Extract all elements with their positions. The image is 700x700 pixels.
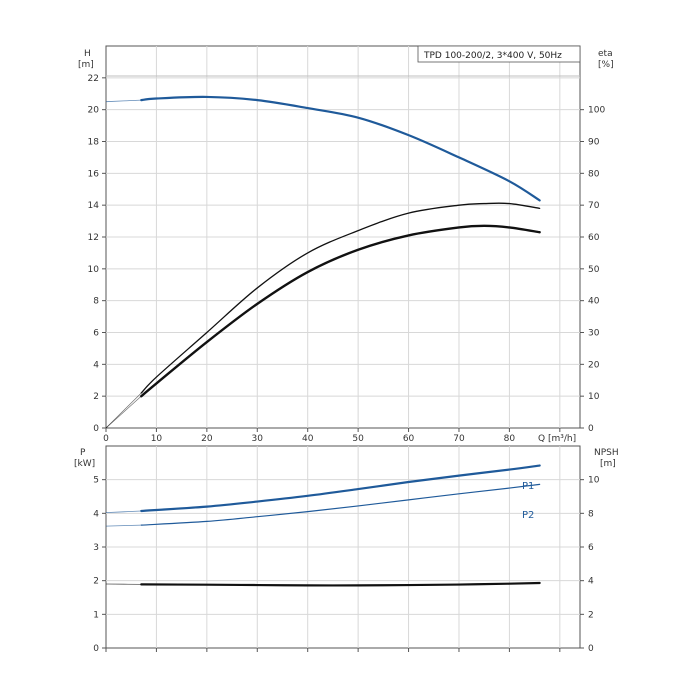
top-right-tick-label: 40: [588, 297, 600, 307]
legend-box: [417, 45, 581, 63]
bottom-ticks: 0 1 2 3 4 5 0 2 4 6 8 10: [93, 476, 599, 654]
top-right-tick-label: 50: [588, 265, 600, 275]
bottom-series-0-line: [140, 464, 541, 513]
bottom-right-tick-label: 10: [588, 476, 600, 486]
bottom-series: [105, 464, 541, 587]
head-efficiency-panel: 0 2 4 6 8 10 12 14 16 18 20 22 0 10 20 30 40 50 60 70 80 90 10…: [78, 45, 614, 444]
top-left-tick-label: 20: [88, 106, 100, 116]
top-x-tick-label: 0: [103, 434, 109, 444]
bottom-right-tick-label: 0: [588, 644, 594, 654]
bottom-left-tick-label: 3: [93, 543, 99, 553]
right-axis-unit-eta: [%]: [598, 60, 614, 70]
top-left-tick-label: 16: [88, 169, 100, 179]
top-x-tick-label: 10: [151, 434, 163, 444]
top-right-tick-label: 90: [588, 138, 600, 148]
bottom-left-tick-label: 2: [93, 577, 99, 587]
right-axis-label-npsh: NPSH: [594, 448, 619, 458]
bottom-right-tick-label: 8: [588, 509, 594, 519]
top-left-tick-label: 6: [93, 329, 99, 339]
left-axis-label-p: P: [80, 448, 86, 458]
right-axis-unit-npsh: [m]: [600, 459, 616, 469]
top-x-tick-label: 60: [403, 434, 415, 444]
top-right-tick-label: 60: [588, 233, 600, 243]
top-right-tick-label: 20: [588, 360, 600, 370]
bottom-right-tick-label: 2: [588, 610, 594, 620]
bottom-series-2-line: [140, 581, 541, 587]
x-axis-label: Q [m³/h]: [538, 434, 576, 444]
top-left-tick-label: 2: [93, 392, 99, 402]
top-right-tick-label: 10: [588, 392, 600, 402]
power-npsh-panel: 0 1 2 3 4 5 0 2 4 6 8 10 P [kW] NPSH [m] P1 P2: [74, 445, 619, 654]
bottom-left-tick-label: 0: [93, 644, 99, 654]
top-right-tick-label: 100: [588, 106, 605, 116]
bottom-series-1-leadin: [105, 524, 142, 527]
top-series-2-leadin: [105, 395, 142, 429]
series-label-p2: P2: [522, 510, 534, 521]
bottom-left-tick-label: 4: [93, 509, 99, 519]
left-axis-label-h: H: [84, 49, 91, 59]
top-right-tick-label: 70: [588, 201, 600, 211]
bottom-series-1-line: [140, 483, 541, 526]
right-axis-label-eta: eta: [598, 49, 613, 59]
top-left-tick-label: 0: [93, 424, 99, 434]
top-x-tick-label: 30: [252, 434, 264, 444]
top-x-tick-label: 50: [352, 434, 364, 444]
bottom-series-0-leadin: [105, 510, 142, 514]
bottom-left-tick-label: 5: [93, 476, 99, 486]
top-left-tick-label: 12: [88, 233, 99, 243]
series-label-p1: P1: [522, 481, 534, 492]
top-left-tick-label: 14: [88, 201, 100, 211]
bottom-right-tick-label: 6: [588, 543, 594, 553]
chart-title: TPD 100-200/2, 3*400 V, 50Hz: [423, 51, 562, 61]
top-left-tick-label: 22: [88, 74, 99, 84]
top-series-1-leadin: [105, 392, 142, 429]
top-series-2-line: [140, 224, 541, 398]
top-ticks: 0 2 4 6 8 10 12 14 16 18 20 22 0 10 20 30 40 50 60 70 80 90 10…: [88, 74, 606, 444]
top-right-tick-label: 80: [588, 169, 600, 179]
left-axis-unit-p: [kW]: [74, 459, 95, 469]
bottom-right-tick-label: 4: [588, 577, 594, 587]
left-axis-unit-h: [m]: [78, 60, 94, 70]
bottom-left-tick-label: 1: [93, 610, 99, 620]
top-left-tick-label: 4: [93, 360, 99, 370]
top-series: [105, 95, 541, 429]
top-left-tick-label: 10: [88, 265, 100, 275]
top-left-tick-label: 8: [93, 297, 99, 307]
top-x-tick-label: 70: [453, 434, 465, 444]
top-series-1-line: [140, 202, 541, 394]
bottom-grid: [106, 446, 580, 648]
top-series-0-line: [140, 95, 541, 202]
top-x-tick-label: 80: [504, 434, 516, 444]
top-left-tick-label: 18: [88, 138, 100, 148]
top-right-tick-label: 0: [588, 424, 594, 434]
top-right-tick-label: 30: [588, 329, 600, 339]
top-series-0-leadin: [105, 99, 142, 103]
top-x-tick-label: 40: [302, 434, 314, 444]
top-grid: [106, 46, 580, 428]
top-x-tick-label: 20: [201, 434, 213, 444]
